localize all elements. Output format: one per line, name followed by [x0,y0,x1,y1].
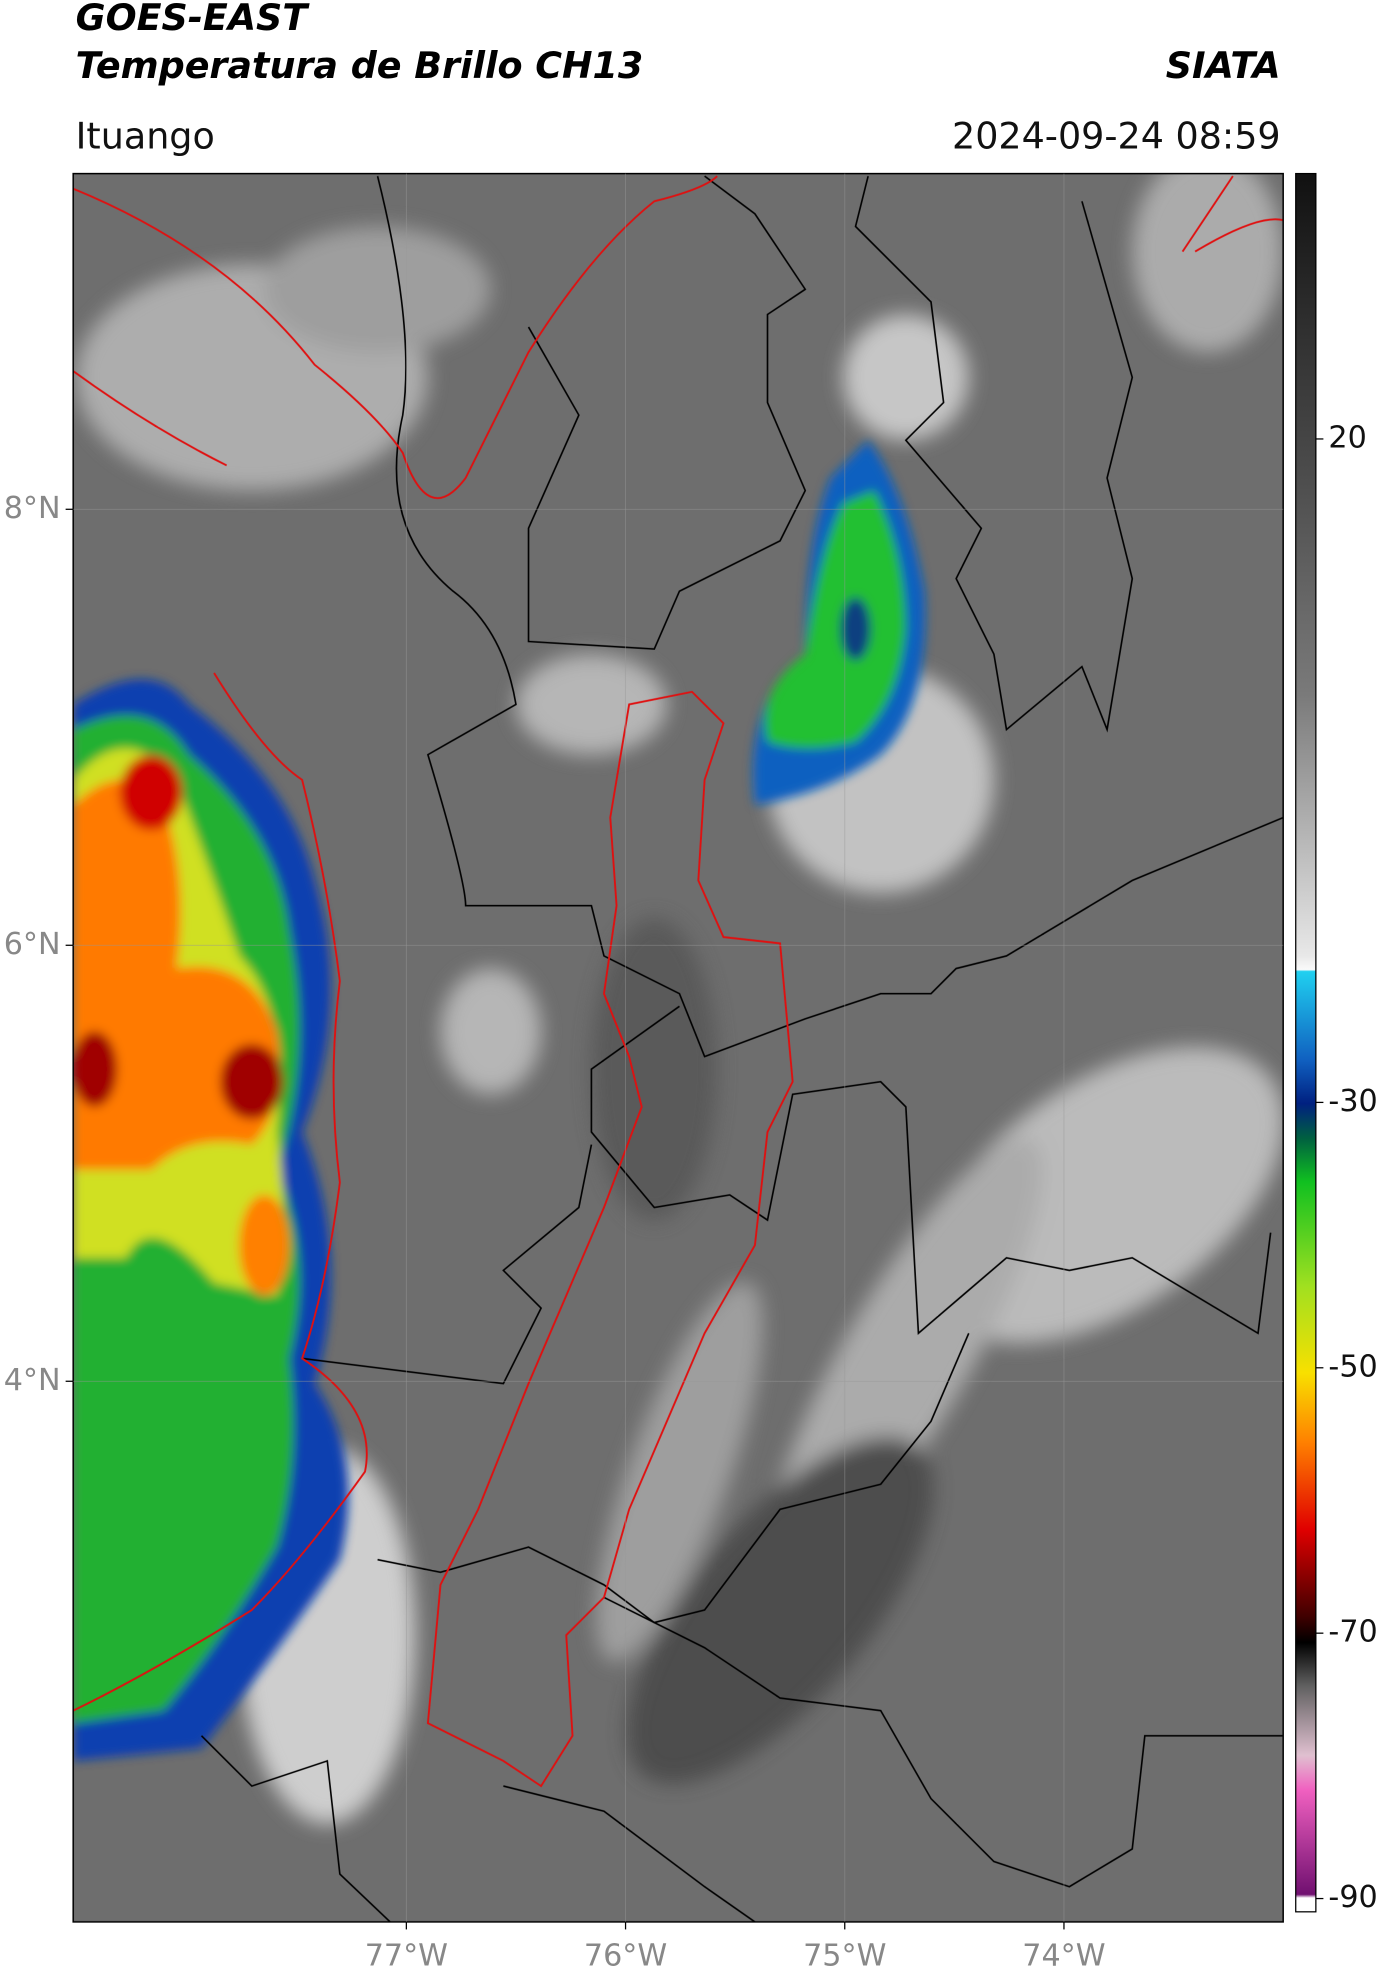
region: Ituango [76,114,215,157]
lon-tick-label: 77°W [365,1939,448,1974]
borders [73,175,1284,1922]
colorbar [1295,172,1317,1913]
colorbar-tick-label: -30 [1328,1084,1377,1119]
colorbar-tick-label: -50 [1328,1349,1377,1384]
lat-tick-label: 6°N [4,927,61,962]
satellite-image [73,173,1284,1922]
colorbar-tick-label: -90 [1328,1880,1377,1915]
title-line2: Temperatura de Brillo CH13 [76,44,644,87]
lat-tick-label: 8°N [4,491,61,526]
lat-tick-label: 4°N [4,1363,61,1398]
lon-tick-label: 74°W [1022,1939,1105,1974]
agency: SIATA [1166,44,1281,87]
lon-tick-label: 75°W [803,1939,886,1974]
colorbar-ticks: 20 -30 -50 -70 -90 [1315,420,1378,1915]
datetime: 2024-09-24 08:59 [952,114,1281,157]
lon-tick-label: 76°W [584,1939,667,1974]
colorbar-tick-label: -70 [1328,1615,1377,1650]
graticule: 8°N 6°N 4°N 77°W 76°W 75°W 74°W [4,173,1284,1974]
title-line1: GOES-EAST [76,0,311,39]
map-frame [72,172,1284,1923]
colorbar-tick-label: 20 [1328,420,1366,455]
